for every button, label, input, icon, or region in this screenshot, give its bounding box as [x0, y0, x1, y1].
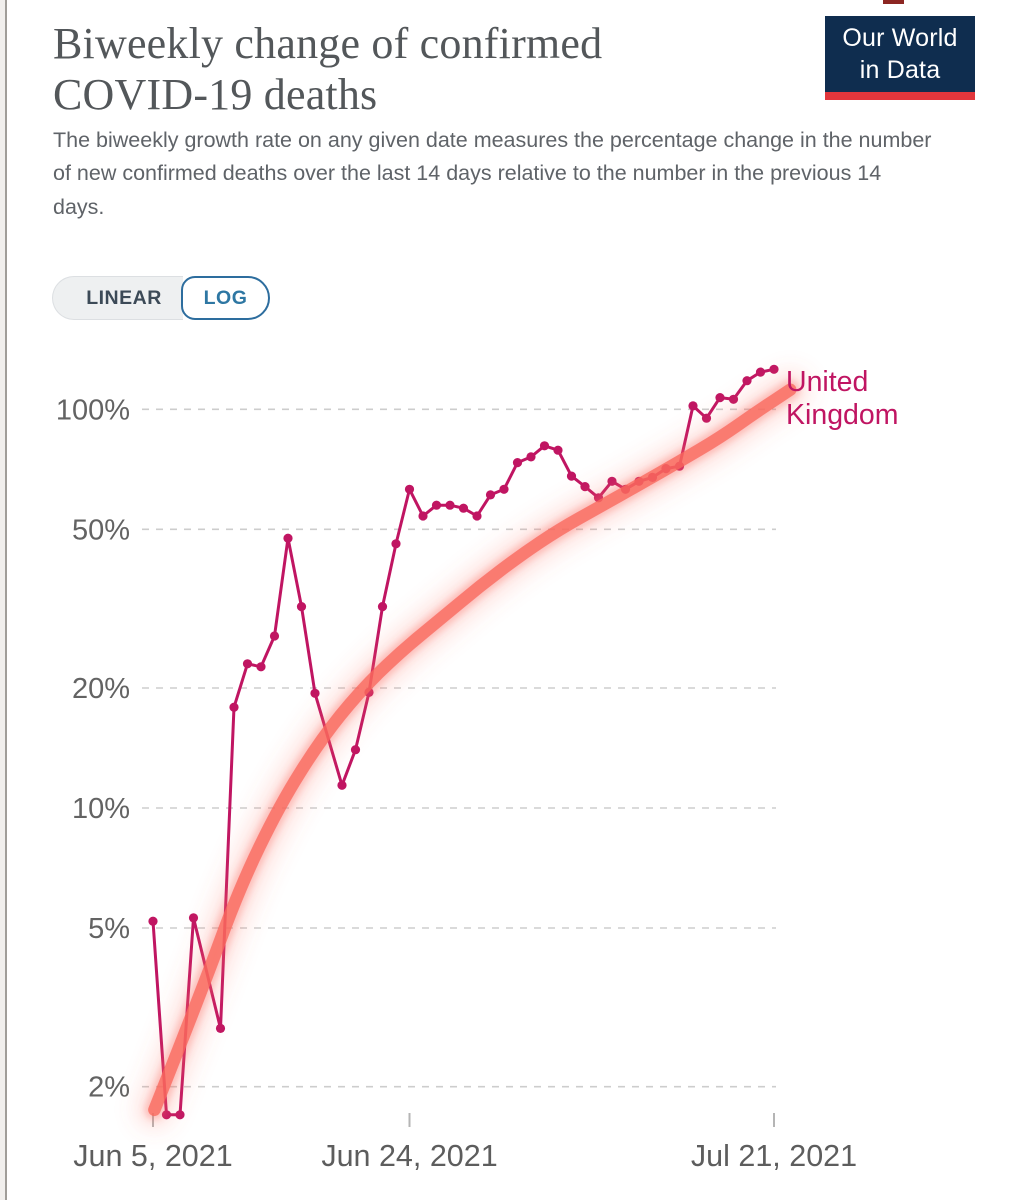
data-point-marker[interactable]	[148, 916, 158, 926]
x-tick-label: Jun 24, 2021	[321, 1139, 497, 1173]
series-label-line1: United	[786, 366, 869, 398]
data-point-marker[interactable]	[350, 745, 361, 755]
data-point-marker[interactable]	[229, 702, 239, 712]
scale-toggle: LINEAR LOG	[52, 276, 270, 320]
data-point-marker[interactable]	[296, 602, 307, 612]
data-point-marker[interactable]	[256, 662, 266, 672]
data-point-marker[interactable]	[526, 452, 536, 462]
data-point-marker[interactable]	[242, 659, 253, 669]
data-point-marker[interactable]	[755, 367, 766, 377]
chart-subtitle: The biweekly growth rate on any given da…	[53, 128, 932, 219]
data-point-marker[interactable]	[769, 364, 779, 374]
top-edge-artifact	[883, 0, 904, 4]
data-point-marker[interactable]	[404, 484, 415, 494]
y-tick-label: 5%	[88, 913, 130, 945]
y-axis-labels: 2% 5% 10% 20% 50% 100%	[56, 394, 130, 1103]
owid-logo-box: Our World in Data	[825, 16, 975, 92]
data-point-marker[interactable]	[391, 539, 401, 549]
data-point-marker[interactable]	[377, 602, 388, 612]
y-tick-label: 2%	[88, 1072, 130, 1104]
data-point-marker[interactable]	[472, 511, 482, 521]
linear-scale-button[interactable]: LINEAR	[52, 276, 183, 320]
chart-title: Biweekly change of confirmed COVID-19 de…	[53, 19, 603, 120]
x-axis-ticks	[152, 1113, 775, 1127]
data-point-marker[interactable]	[539, 441, 550, 451]
data-point-marker[interactable]	[688, 401, 698, 411]
x-tick-label: Jul 21, 2021	[691, 1139, 857, 1173]
data-point-marker[interactable]	[310, 688, 320, 698]
trend-highlight-annotation	[134, 369, 811, 1130]
data-point-marker[interactable]	[580, 482, 590, 492]
data-point-marker[interactable]	[269, 631, 280, 641]
owid-logo-red-bar	[825, 92, 975, 100]
owid-logo[interactable]: Our World in Data	[825, 16, 975, 100]
series-label-line2: Kingdom	[786, 399, 899, 432]
data-point-marker[interactable]	[458, 503, 469, 513]
data-point-marker[interactable]	[431, 500, 442, 510]
data-point-marker[interactable]	[337, 780, 347, 790]
y-tick-label: 50%	[72, 514, 130, 546]
x-axis-labels: Jun 5, 2021 Jun 24, 2021 Jul 21, 2021	[73, 1139, 857, 1173]
data-point-marker[interactable]	[553, 445, 563, 455]
data-point-marker[interactable]	[715, 393, 725, 403]
x-tick-label: Jun 5, 2021	[73, 1139, 232, 1173]
data-point-marker[interactable]	[742, 376, 752, 386]
window-left-edge-border	[5, 0, 7, 1200]
data-point-marker[interactable]	[418, 511, 428, 521]
data-point-marker[interactable]	[215, 1023, 226, 1033]
y-gridlines	[142, 408, 776, 1088]
data-point-marker[interactable]	[728, 394, 739, 404]
log-scale-button[interactable]: LOG	[181, 276, 270, 320]
window-left-edge-strip	[0, 0, 5, 1200]
y-tick-label: 10%	[72, 793, 130, 825]
owid-logo-line2: in Data	[859, 56, 941, 84]
data-point-marker[interactable]	[499, 484, 509, 494]
data-point-marker[interactable]	[175, 1110, 185, 1120]
y-tick-label: 20%	[72, 673, 130, 705]
data-point-marker[interactable]	[566, 471, 577, 481]
series-label-united-kingdom[interactable]: United Kingdom	[786, 366, 898, 432]
y-tick-label: 100%	[56, 394, 130, 426]
data-point-marker[interactable]	[512, 458, 523, 468]
data-point-marker[interactable]	[188, 913, 199, 923]
owid-logo-line1: Our World	[842, 23, 958, 52]
data-point-marker[interactable]	[485, 490, 496, 500]
data-point-marker[interactable]	[445, 500, 455, 510]
data-point-marker[interactable]	[283, 533, 293, 543]
